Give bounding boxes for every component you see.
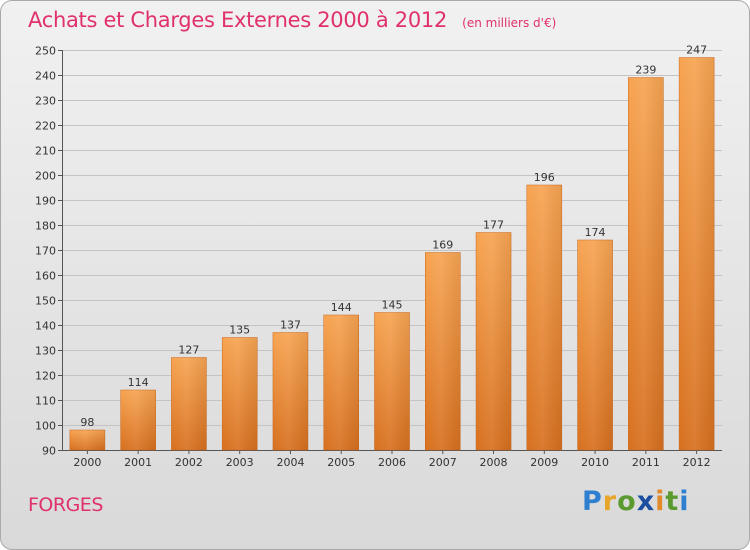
bar-shine	[69, 430, 105, 450]
y-tick-label: 110	[35, 395, 56, 408]
bar-shine	[628, 77, 664, 450]
proxiti-logo[interactable]: Proxiti	[582, 486, 690, 517]
bar-value-label: 177	[483, 219, 504, 232]
bar-shine	[425, 252, 461, 450]
x-tick-label: 2011	[632, 456, 660, 469]
title-row: Achats et Charges Externes 2000 à 2012 (…	[28, 8, 556, 32]
bar-value-label: 169	[432, 239, 453, 252]
y-tick-label: 230	[35, 95, 56, 108]
logo-letter: x	[636, 486, 656, 517]
logo-letter: i	[679, 486, 690, 517]
bar-value-label: 135	[229, 324, 250, 337]
x-tick-label: 2002	[175, 456, 203, 469]
logo-letter: P	[582, 486, 603, 517]
y-tick-label: 200	[35, 170, 56, 183]
x-tick-label: 2001	[124, 456, 152, 469]
y-tick-label: 250	[35, 45, 56, 58]
logo-letter: r	[602, 486, 618, 517]
bar-value-label: 239	[635, 64, 656, 77]
axes: 90 100 110 120 130 140 150 160 170 180 190 200 210 22…	[35, 45, 722, 469]
y-tick-label: 120	[35, 370, 56, 383]
bar-value-label: 174	[585, 226, 606, 239]
x-tick-label: 2007	[429, 456, 457, 469]
chart-subtitle: (en milliers d'€)	[462, 16, 557, 30]
bar-shine	[577, 240, 613, 450]
bars	[69, 57, 715, 451]
logo-letter: i	[655, 486, 666, 517]
x-tick-label: 2008	[480, 456, 508, 469]
logo-letter: t	[665, 486, 680, 517]
y-tick-label: 220	[35, 120, 56, 133]
y-tick-label: 160	[35, 270, 56, 283]
logo-letter: o	[617, 486, 637, 517]
y-tick-label: 180	[35, 220, 56, 233]
x-tick-label: 2004	[276, 456, 304, 469]
bar-value-label: 127	[178, 344, 199, 357]
y-tick-label: 90	[42, 445, 56, 458]
x-tick-label: 2003	[226, 456, 254, 469]
commune-name: FORGES	[28, 494, 103, 516]
bar-shine	[272, 332, 308, 450]
bar-shine	[171, 357, 207, 450]
chart-title: Achats et Charges Externes 2000 à 2012	[28, 8, 448, 32]
bar-value-label: 145	[382, 299, 403, 312]
y-tick-label: 210	[35, 145, 56, 158]
x-tick-label: 2010	[581, 456, 609, 469]
y-tick-label: 150	[35, 295, 56, 308]
y-tick-label: 130	[35, 345, 56, 358]
x-tick-label: 2009	[530, 456, 558, 469]
x-tick-label: 2006	[378, 456, 406, 469]
bar-value-label: 196	[534, 171, 555, 184]
bar-shine	[476, 232, 512, 450]
y-tick-label: 240	[35, 70, 56, 83]
bar-value-label: 98	[80, 416, 94, 429]
bar-shine	[679, 57, 715, 450]
y-tick-label: 100	[35, 420, 56, 433]
bar-value-label: 144	[331, 301, 352, 314]
data-labels: 98 114 127 135 137 144 145 169 177 196 174 239 247	[80, 44, 707, 430]
bar-shine	[120, 390, 156, 450]
bar-shine	[323, 315, 359, 450]
bar-value-label: 247	[686, 44, 707, 57]
y-tick-label: 140	[35, 320, 56, 333]
y-tick-label: 170	[35, 245, 56, 258]
bar-shine	[374, 312, 410, 450]
x-tick-label: 2012	[683, 456, 711, 469]
x-tick-label: 2005	[327, 456, 355, 469]
bar-shine	[222, 337, 258, 450]
y-tick-label: 190	[35, 195, 56, 208]
bar-value-label: 137	[280, 319, 301, 332]
bar-value-label: 114	[128, 376, 149, 389]
bar-shine	[526, 185, 562, 450]
x-tick-label: 2000	[73, 456, 101, 469]
